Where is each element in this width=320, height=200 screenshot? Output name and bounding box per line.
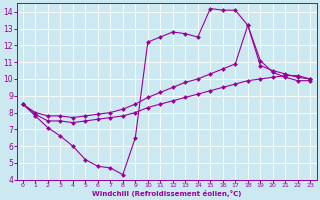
X-axis label: Windchill (Refroidissement éolien,°C): Windchill (Refroidissement éolien,°C) (92, 190, 241, 197)
